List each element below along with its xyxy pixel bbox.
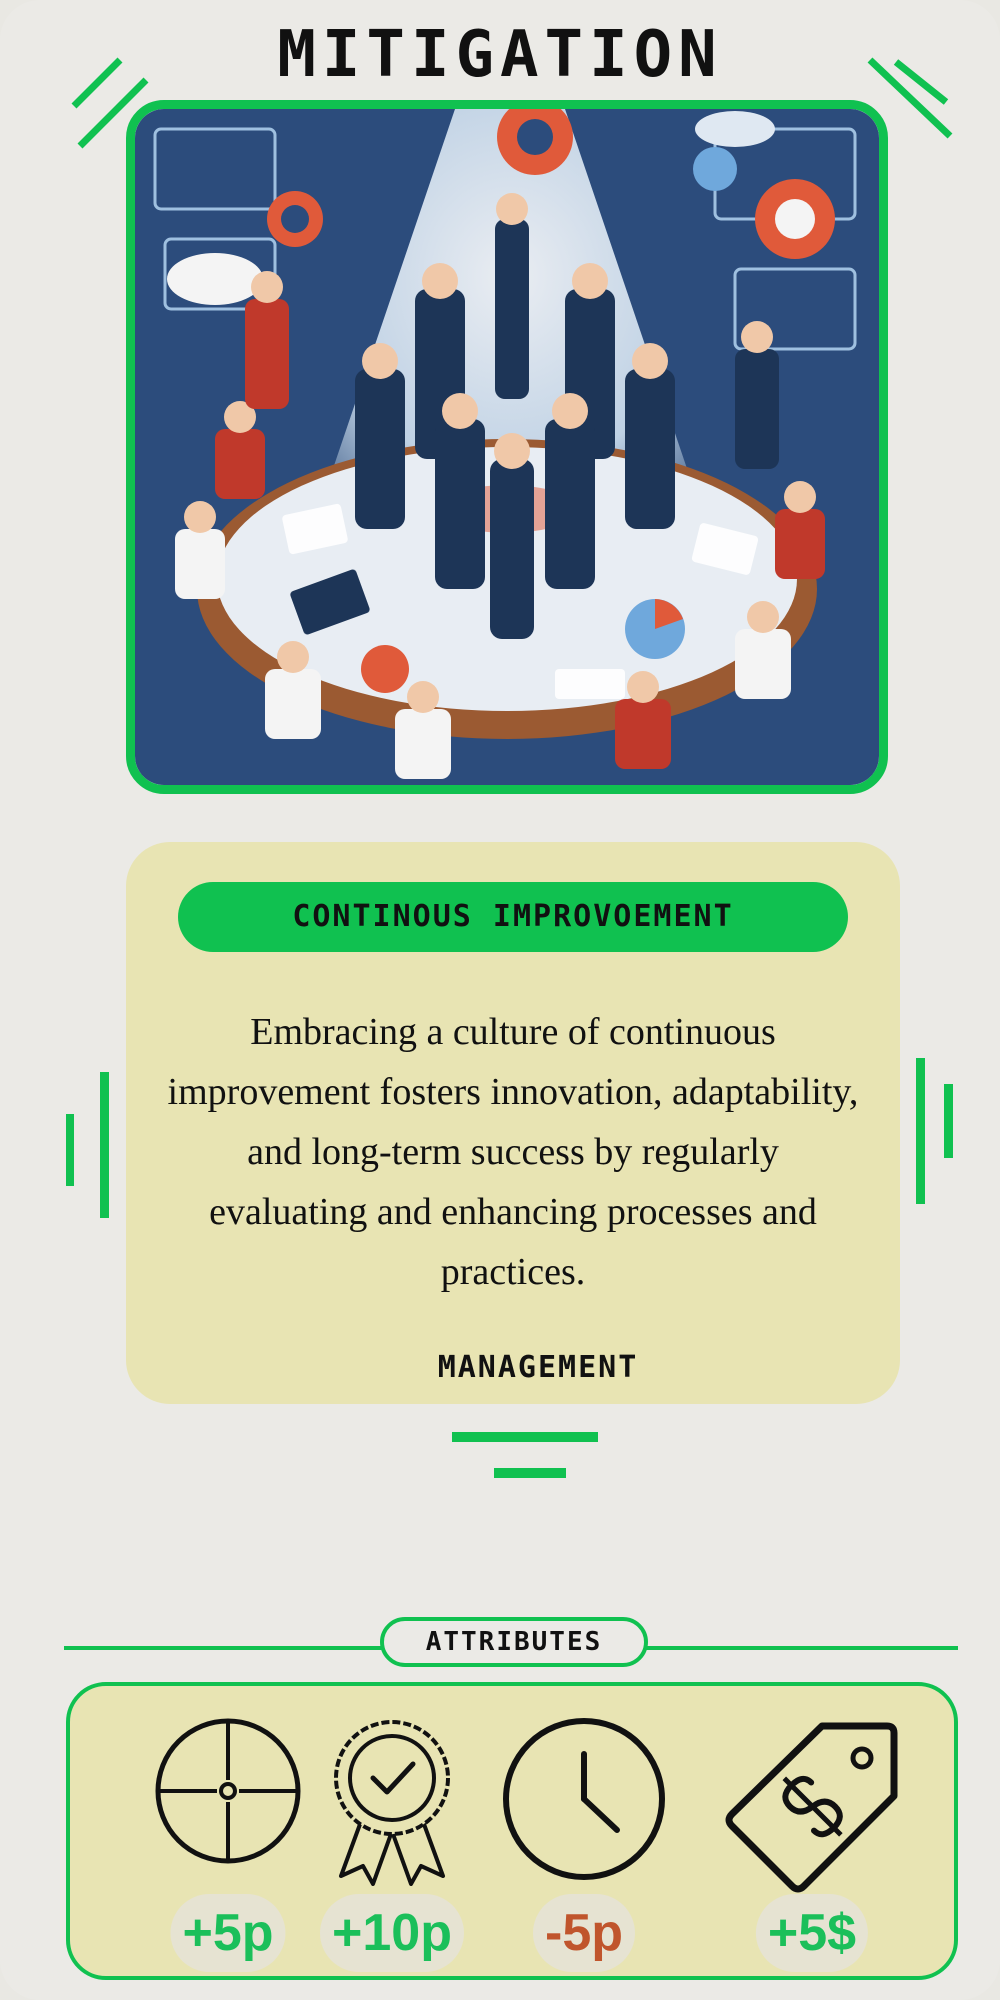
card-description: Embracing a culture of continuous improv… [167,1011,859,1293]
decor-slashes-top-right [866,56,956,146]
attribute-crosshair: +5p [128,1686,328,1976]
crosshair-icon [128,1716,328,1886]
decor-bars-right [914,1056,964,1206]
attribute-value: -5p [533,1894,635,1972]
card-subtitle: CONTINOUS IMPROVOEMENT [178,882,848,952]
attribute-value: +5$ [755,1894,869,1972]
card-category: MANAGEMENT [437,1350,639,1385]
attribute-award: +10p [292,1686,492,1976]
decor-bars-bottom [452,1430,602,1480]
attributes-label: ATTRIBUTES [380,1617,648,1667]
attribute-value: +10p [320,1894,464,1972]
description-panel: CONTINOUS IMPROVOEMENT Embracing a cultu… [126,842,900,1404]
attribute-value: +5p [170,1894,286,1972]
attribute-clock: -5p [484,1686,684,1976]
card-illustration [126,100,888,794]
price-tag-dollar-icon [712,1716,912,1893]
decor-slashes-top-left [70,56,150,156]
award-badge-icon [292,1716,492,1886]
attribute-price: +5$ [712,1686,912,1976]
attributes-panel: +5p +10p -5p [66,1682,958,1980]
card-title: MITIGATION [277,18,723,92]
clock-icon [484,1716,684,1886]
decor-bars-left [64,1070,114,1220]
